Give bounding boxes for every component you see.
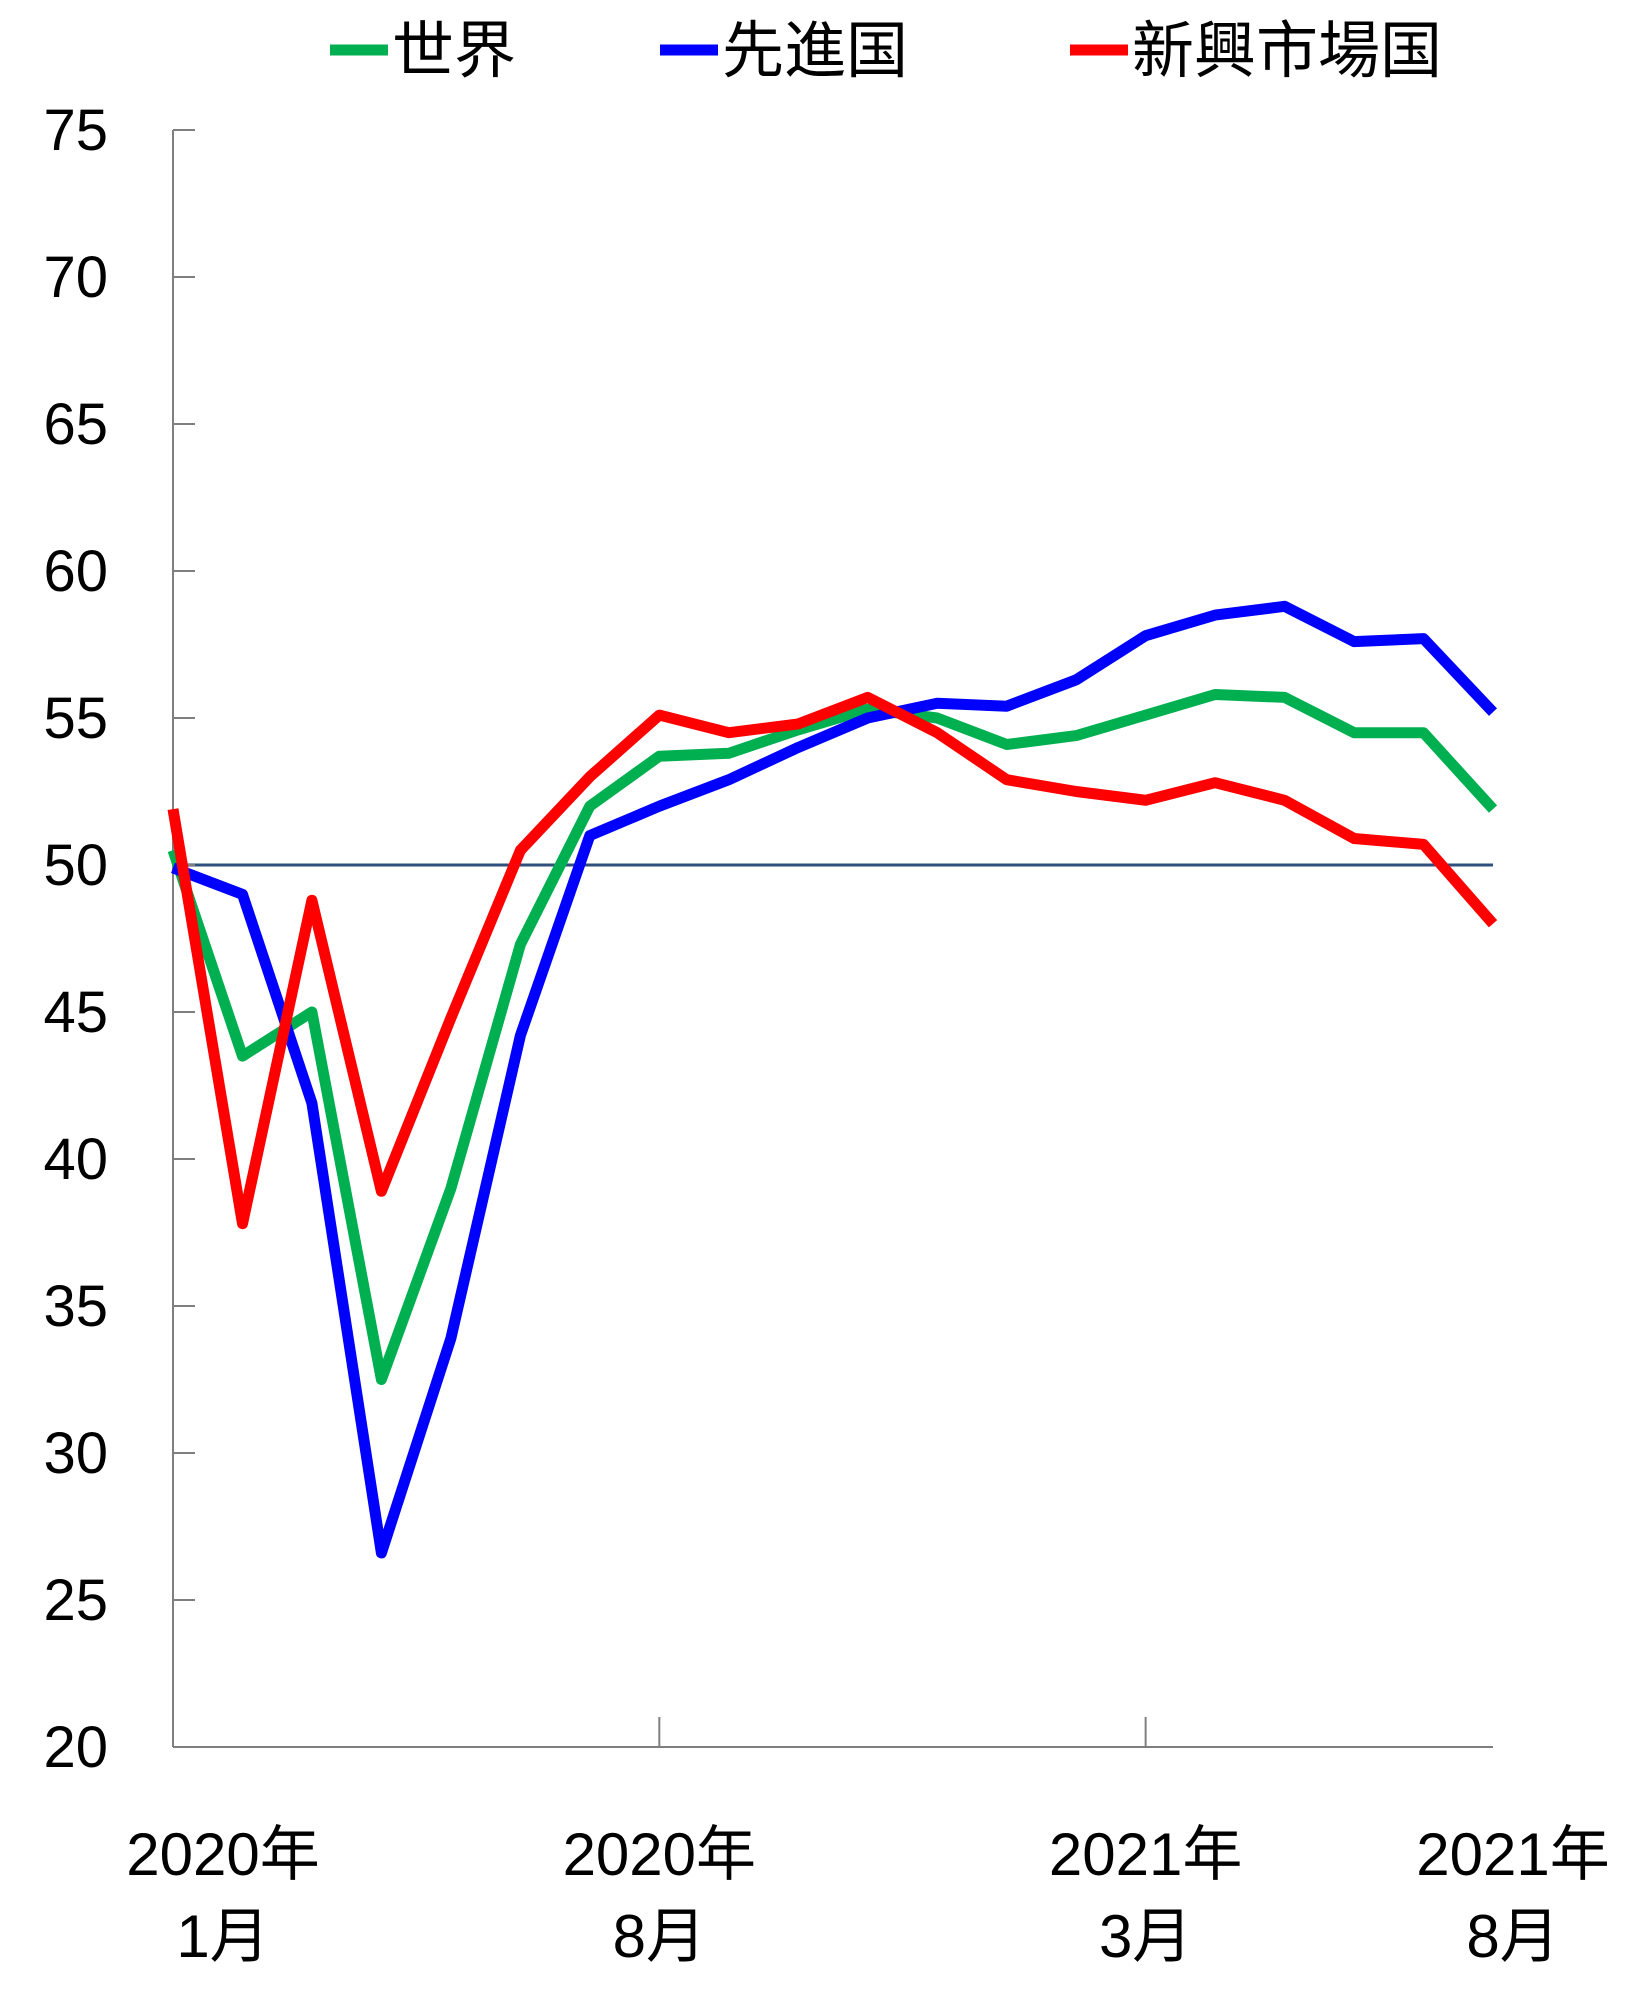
x-tick-label-year: 2021年 [1416, 1821, 1609, 1888]
y-tick-label: 55 [43, 686, 108, 751]
y-tick-label: 75 [43, 98, 108, 163]
y-tick-label: 35 [43, 1274, 108, 1339]
legend-label: 新興市場国 [1132, 14, 1442, 87]
x-tick-label-month: 3月 [1099, 1903, 1192, 1970]
y-tick-label: 25 [43, 1568, 108, 1633]
y-tick-label: 70 [43, 245, 108, 310]
y-tick-label: 65 [43, 392, 108, 457]
y-tick-label: 60 [43, 539, 108, 604]
legend: 世界 先進国 新興市場国 [330, 14, 1442, 87]
series-line-2 [171, 600, 1497, 1559]
y-axis-tick-labels: 75 70 65 60 55 50 45 40 35 30 25 20 [43, 98, 108, 1780]
legend-label: 世界 [392, 14, 516, 87]
x-tick-label-year: 2020年 [126, 1821, 319, 1888]
y-tick-label: 45 [43, 980, 108, 1045]
y-tick-label: 30 [43, 1421, 108, 1486]
x-axis-tick-labels: 2020年 1月 2020年 8月 2021年 3月 2021年 8月 [126, 1821, 1609, 1970]
series-group [167, 600, 1498, 1559]
x-tick-label-year: 2021年 [1049, 1821, 1242, 1888]
x-tick-label-month: 1月 [176, 1903, 269, 1970]
y-tick-label: 50 [43, 833, 108, 898]
x-tick-label-month: 8月 [1466, 1903, 1559, 1970]
y-tick-label: 40 [43, 1127, 108, 1192]
x-tick-label-year: 2020年 [563, 1821, 756, 1888]
series-line-1 [167, 689, 1498, 1385]
y-tick-label: 20 [43, 1715, 108, 1780]
legend-label: 先進国 [722, 14, 908, 87]
series-line-3 [167, 691, 1498, 1230]
x-tick-label-month: 8月 [613, 1903, 706, 1970]
